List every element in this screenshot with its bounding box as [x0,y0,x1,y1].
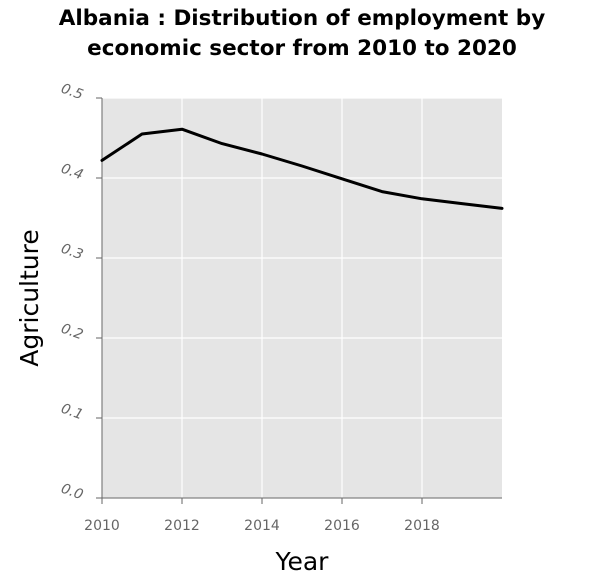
y-tick-label: 0.5 [59,81,85,104]
x-axis-ticks: 2010 2012 2014 2016 2018 [84,498,440,534]
y-tick-label: 0.2 [59,321,85,344]
x-tick-label: 2012 [164,518,200,534]
y-tick-label: 0.0 [59,481,85,504]
x-tick-label: 2018 [404,518,440,534]
x-tick-label: 2010 [84,518,120,534]
chart-title-line-2: economic sector from 2010 to 2020 [87,36,517,61]
y-tick-label: 0.4 [59,161,85,184]
x-tick-label: 2016 [324,518,360,534]
y-axis-title: Agriculture [15,229,44,367]
x-axis-title: Year [275,547,330,576]
x-tick-label: 2014 [244,518,280,534]
y-tick-label: 0.1 [59,401,85,424]
chart-title: Albania : Distribution of employment by … [0,4,604,64]
series-line [100,127,504,210]
plot-area [102,98,502,498]
y-tick-label: 0.3 [59,241,85,264]
axes [101,98,502,499]
chart-title-line-1: Albania : Distribution of employment by [58,6,546,31]
y-axis-ticks: 0.0 0.1 0.2 0.3 0.4 0.5 [59,81,102,504]
series-layer [100,127,504,210]
